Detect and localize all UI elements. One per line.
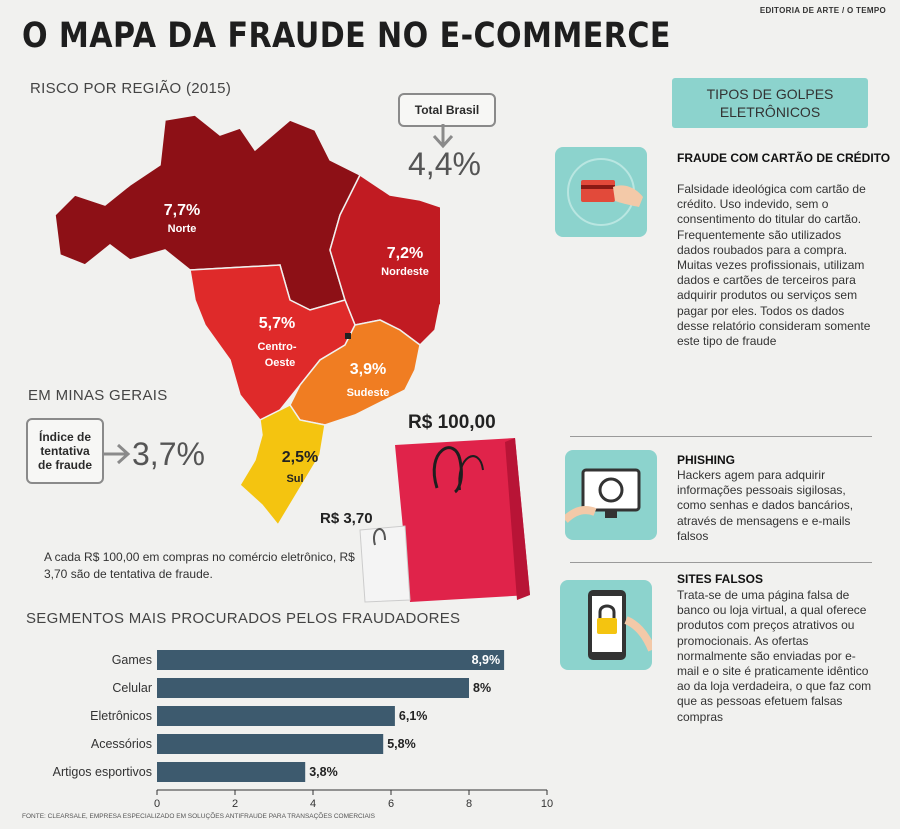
x-tick-label: 6 bbox=[388, 798, 394, 810]
bar bbox=[157, 762, 306, 782]
sul-value: 2,5% bbox=[282, 449, 318, 466]
bar bbox=[157, 706, 395, 726]
magnifier-monitor-icon bbox=[562, 450, 657, 540]
type-title-credit-card: FRAUDE COM CARTÃO DE CRÉDITO bbox=[677, 151, 891, 165]
norte-label: Norte bbox=[168, 223, 197, 235]
value-label: 5,8% bbox=[387, 737, 416, 751]
x-tick-label: 10 bbox=[541, 798, 553, 810]
nordeste-label: Nordeste bbox=[381, 266, 429, 278]
brazil-map: 7,7% Norte 7,2% Nordeste 5,7% Centro- Oe… bbox=[54, 114, 440, 527]
centro-oeste-value: 5,7% bbox=[259, 315, 295, 332]
capital-marker bbox=[345, 333, 351, 339]
bags-note: A cada R$ 100,00 em compras no comércio … bbox=[44, 550, 355, 581]
page-title: O MAPA DA FRAUDE NO E-COMMERCE bbox=[22, 16, 671, 56]
centro-oeste-label-1: Centro- bbox=[257, 341, 296, 353]
small-bag-price: R$ 3,70 bbox=[320, 510, 373, 527]
sudeste-value: 3,9% bbox=[350, 361, 386, 378]
x-tick-label: 2 bbox=[232, 798, 238, 810]
total-brasil-value: 4,4% bbox=[408, 146, 481, 182]
category-label: Games bbox=[112, 653, 152, 667]
minas-index-box: Índice de tentativa de fraude bbox=[26, 418, 104, 484]
type-text-sites-falsos: Trata-se de uma página falsa de banco ou… bbox=[677, 588, 872, 724]
type-text-phishing: Hackers agem para adquirir informações p… bbox=[677, 468, 854, 543]
total-brasil-box: Total Brasil bbox=[398, 93, 496, 127]
padlock-phone-icon bbox=[560, 580, 656, 670]
minas-value: 3,7% bbox=[132, 436, 205, 472]
region-sul bbox=[239, 404, 326, 527]
minas-title: EM MINAS GERAIS bbox=[28, 387, 168, 404]
bar bbox=[157, 650, 505, 670]
value-label: 8,9% bbox=[472, 653, 501, 667]
region-sudeste bbox=[289, 319, 421, 426]
divider-2 bbox=[570, 562, 872, 563]
small-bag-icon bbox=[359, 525, 411, 603]
types-banner-label: TIPOS DE GOLPES ELETRÔNICOS bbox=[706, 86, 834, 120]
map-subtitle: RISCO POR REGIÃO (2015) bbox=[30, 80, 232, 97]
arrow-down-icon bbox=[432, 124, 454, 149]
bar bbox=[157, 734, 384, 754]
shopping-bags-illustration bbox=[359, 438, 530, 603]
sudeste-label: Sudeste bbox=[347, 387, 390, 399]
types-banner: TIPOS DE GOLPES ELETRÔNICOS bbox=[672, 78, 868, 128]
bar bbox=[157, 678, 469, 698]
category-label: Celular bbox=[112, 681, 152, 695]
big-bag-price: R$ 100,00 bbox=[408, 412, 496, 433]
norte-value: 7,7% bbox=[164, 202, 200, 219]
minas-index-label: Índice de tentativa de fraude bbox=[37, 430, 92, 472]
sul-label: Sul bbox=[286, 473, 303, 485]
source-note: FONTE: CLEARSALE, EMPRESA ESPECIALIZADO … bbox=[22, 813, 376, 820]
value-label: 3,8% bbox=[309, 765, 338, 779]
type-title-phishing: PHISHING bbox=[677, 453, 736, 467]
divider-1 bbox=[570, 436, 872, 437]
region-nordeste bbox=[329, 173, 440, 346]
nordeste-value: 7,2% bbox=[387, 245, 423, 262]
category-label: Artigos esportivos bbox=[53, 765, 152, 779]
value-label: 8% bbox=[473, 681, 491, 695]
type-title-sites-falsos: SITES FALSOS bbox=[677, 572, 764, 586]
type-text-credit-card: Falsidade ideológica com cartão de crédi… bbox=[677, 182, 871, 349]
category-label: Acessórios bbox=[91, 737, 152, 751]
segments-title: SEGMENTOS MAIS PROCURADOS PELOS FRAUDADO… bbox=[26, 610, 461, 627]
x-tick-label: 4 bbox=[310, 798, 316, 810]
arrow-right-icon bbox=[104, 443, 131, 465]
value-label: 6,1% bbox=[399, 709, 428, 723]
big-bag-icon bbox=[395, 438, 530, 602]
credit-line: EDITORIA DE ARTE / O TEMPO bbox=[759, 6, 886, 15]
centro-oeste-label-2: Oeste bbox=[265, 357, 296, 369]
segments-bar-chart: Games Celular Eletrônicos Acessórios Artigos… bbox=[53, 650, 553, 810]
category-label: Eletrônicos bbox=[90, 709, 152, 723]
x-tick-label: 0 bbox=[154, 798, 160, 810]
x-tick-label: 8 bbox=[466, 798, 472, 810]
credit-card-icon bbox=[555, 147, 647, 237]
total-brasil-label: Total Brasil bbox=[414, 103, 480, 117]
